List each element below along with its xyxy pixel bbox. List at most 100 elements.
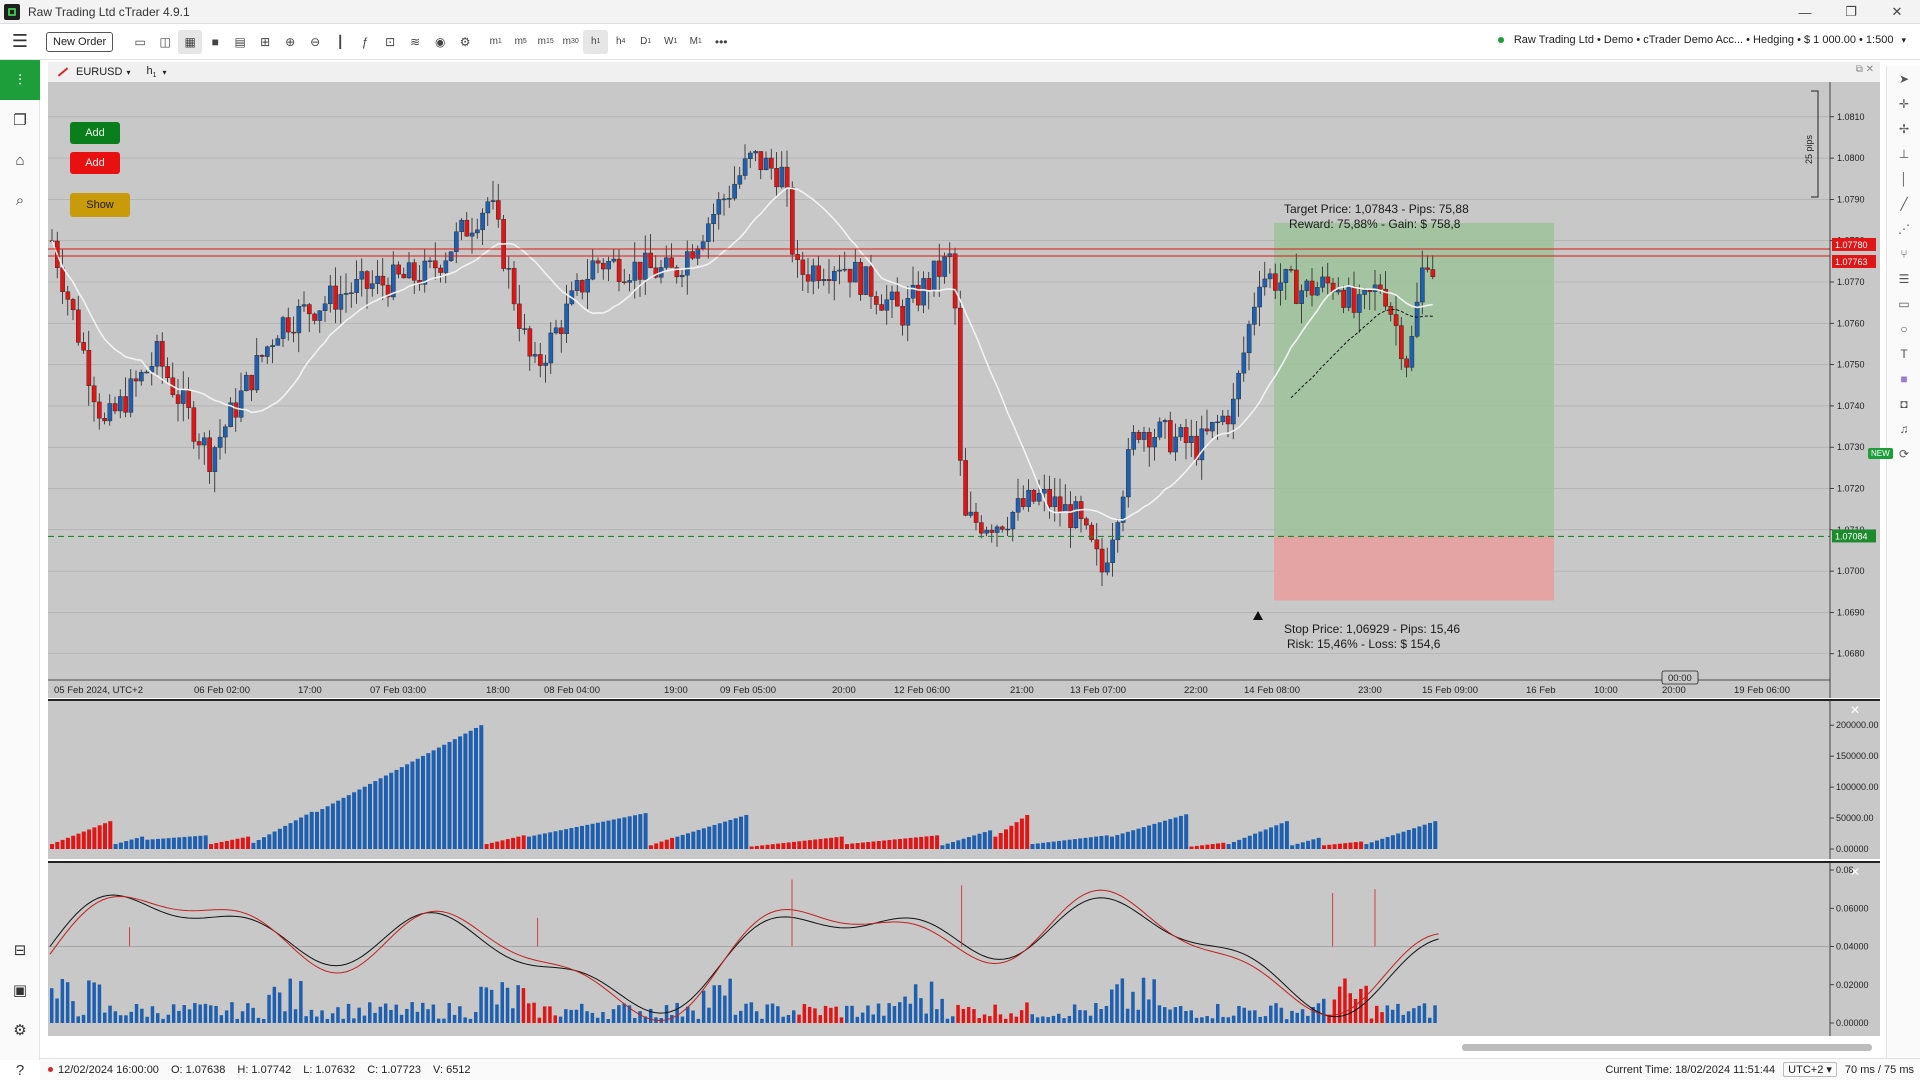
volume-bar <box>1306 840 1311 849</box>
candle-body <box>1414 301 1420 337</box>
horizontal-scrollbar[interactable] <box>1462 1044 1872 1051</box>
algo-app-icon[interactable]: ⌂ <box>15 151 25 169</box>
osc-histogram-bar <box>1147 999 1151 1023</box>
candle-body <box>926 278 932 291</box>
wallet-icon[interactable]: ▣ <box>12 982 28 999</box>
grid-layout-icon[interactable]: ▦ <box>178 29 203 54</box>
candle-body <box>1120 496 1126 523</box>
cross-tool-icon[interactable]: ✢ <box>1898 121 1910 136</box>
volume-pane[interactable]: 200000.00 150000.00 100000.00 50000.00 0.000… <box>48 699 1880 859</box>
bar-low: L: 1.07632 <box>303 1063 356 1076</box>
rectangle-icon[interactable]: ▭ <box>1898 296 1910 311</box>
close-oscillator-pane-icon[interactable]: ✕ <box>1850 865 1861 879</box>
candle-body <box>879 304 884 311</box>
indicators-icon[interactable]: ƒ <box>361 34 369 49</box>
ellipse-icon[interactable]: ○ <box>1900 321 1908 336</box>
osc-histogram-bar <box>378 1006 383 1023</box>
timeframe-m30-button[interactable]: m 30 <box>562 36 579 47</box>
candle <box>874 291 879 315</box>
color-swatch-icon[interactable]: ■ <box>1900 371 1908 386</box>
osc-histogram-bar <box>129 1011 133 1023</box>
camera-icon[interactable]: ◘ <box>1900 396 1908 411</box>
horizontal-line-icon[interactable]: ⊥ <box>1898 146 1910 161</box>
dual-chart-icon[interactable]: ▤ <box>234 34 246 49</box>
copy-app-icon[interactable]: ❐ <box>13 112 27 129</box>
cursor-icon[interactable]: ➤ <box>1898 71 1910 86</box>
volume-bar <box>383 775 388 849</box>
replay-icon[interactable]: ⟳ <box>1898 446 1910 461</box>
timeframe-chevron-icon[interactable]: ▾ <box>162 67 167 77</box>
fan-icon[interactable]: ⋰ <box>1898 221 1910 236</box>
screen-layout-icon[interactable]: ▭ <box>134 34 146 49</box>
symbol-selector[interactable]: EURUSD <box>76 66 123 78</box>
bots-icon[interactable]: ⊡ <box>385 34 396 49</box>
more-options-icon[interactable]: ••• <box>714 34 728 49</box>
crosshair-icon[interactable]: ✛ <box>1898 96 1910 111</box>
maximize-button[interactable]: ❐ <box>1845 4 1857 19</box>
candles-icon[interactable]: ┃ <box>336 34 344 49</box>
price-chart-canvas[interactable]: 1.08101.08001.07901.07801.07701.07601.07… <box>48 82 1880 698</box>
candle <box>979 515 984 539</box>
new-order-button[interactable]: New Order <box>46 31 114 52</box>
osc-histogram-bar <box>617 1005 621 1023</box>
candle-body <box>259 355 265 357</box>
settings-gear-icon[interactable]: ⚙ <box>13 1022 27 1039</box>
candle <box>91 376 97 422</box>
alert-bell-icon[interactable]: ♫ <box>1899 421 1909 436</box>
close-window-button[interactable]: ✕ <box>1891 4 1903 19</box>
timeframe-selector[interactable]: h1 <box>146 65 156 79</box>
account-selector[interactable]: Raw Trading Ltd • Demo • cTrader Demo Ac… <box>1497 34 1906 46</box>
candle-body <box>1420 267 1425 303</box>
candle-body <box>895 291 900 307</box>
candle-body <box>679 274 685 278</box>
trendline-icon[interactable]: ╱ <box>1900 196 1908 211</box>
osc-histogram-bar <box>1311 1006 1315 1023</box>
oscillator-pane[interactable]: 0.08 0.06000 0.04000 0.02000 0.00000 ✕ <box>48 861 1880 1036</box>
minimize-button[interactable]: — <box>1798 4 1812 20</box>
time-axis-label: 20:00 <box>1662 685 1686 696</box>
split-layout-icon[interactable]: ◫ <box>159 34 171 49</box>
eye-icon[interactable]: ◉ <box>434 34 446 49</box>
add-buy-button[interactable]: Add <box>70 122 120 144</box>
volume-bar <box>1380 838 1385 849</box>
fibonacci-icon[interactable]: ☰ <box>1898 271 1910 286</box>
osc-histogram-bar <box>903 996 907 1023</box>
single-chart-icon[interactable]: ■ <box>211 34 219 49</box>
zoom-out-icon[interactable]: ⊖ <box>310 34 321 49</box>
symbol-chevron-icon[interactable]: ▾ <box>126 67 131 77</box>
pitchfork-icon[interactable]: ⑂ <box>1900 246 1908 261</box>
add-sell-button[interactable]: Add <box>70 152 120 174</box>
hamburger-menu-icon[interactable]: ☰ <box>11 31 29 51</box>
vertical-line-icon[interactable]: │ <box>1900 171 1908 186</box>
candle <box>175 378 181 422</box>
volume-bar <box>145 839 150 849</box>
layers-icon[interactable]: ≋ <box>410 34 421 49</box>
chart-settings-icon[interactable]: ⚙ <box>459 34 471 49</box>
volume-bar <box>532 835 537 849</box>
chart-template-icon[interactable]: ⊞ <box>260 34 271 49</box>
volume-bar <box>1046 842 1051 849</box>
trade-app-icon[interactable]: ⫶ <box>0 60 40 100</box>
show-button[interactable]: Show <box>70 193 130 217</box>
close-volume-pane-icon[interactable]: ✕ <box>1850 703 1861 717</box>
osc-histogram-bar <box>447 1003 451 1023</box>
chart-window-controls[interactable]: ⧉ ✕ <box>1855 64 1874 75</box>
timeframe-m15-button[interactable]: m 15 <box>537 36 554 47</box>
timezone-selector[interactable]: UTC+2 ▾ <box>1783 1062 1837 1077</box>
price-chart[interactable]: 1.08101.08001.07901.07801.07701.07601.07… <box>48 82 1880 698</box>
volume-bar <box>452 739 457 849</box>
text-tool-icon[interactable]: T <box>1900 346 1908 361</box>
help-icon[interactable]: ? <box>15 1061 25 1079</box>
candle <box>1183 418 1189 460</box>
zoom-in-icon[interactable]: ⊕ <box>285 34 296 49</box>
deposit-icon[interactable]: ⊟ <box>13 942 27 959</box>
volume-bar <box>574 826 579 849</box>
analyze-app-icon[interactable]: ⌕ <box>15 191 25 209</box>
